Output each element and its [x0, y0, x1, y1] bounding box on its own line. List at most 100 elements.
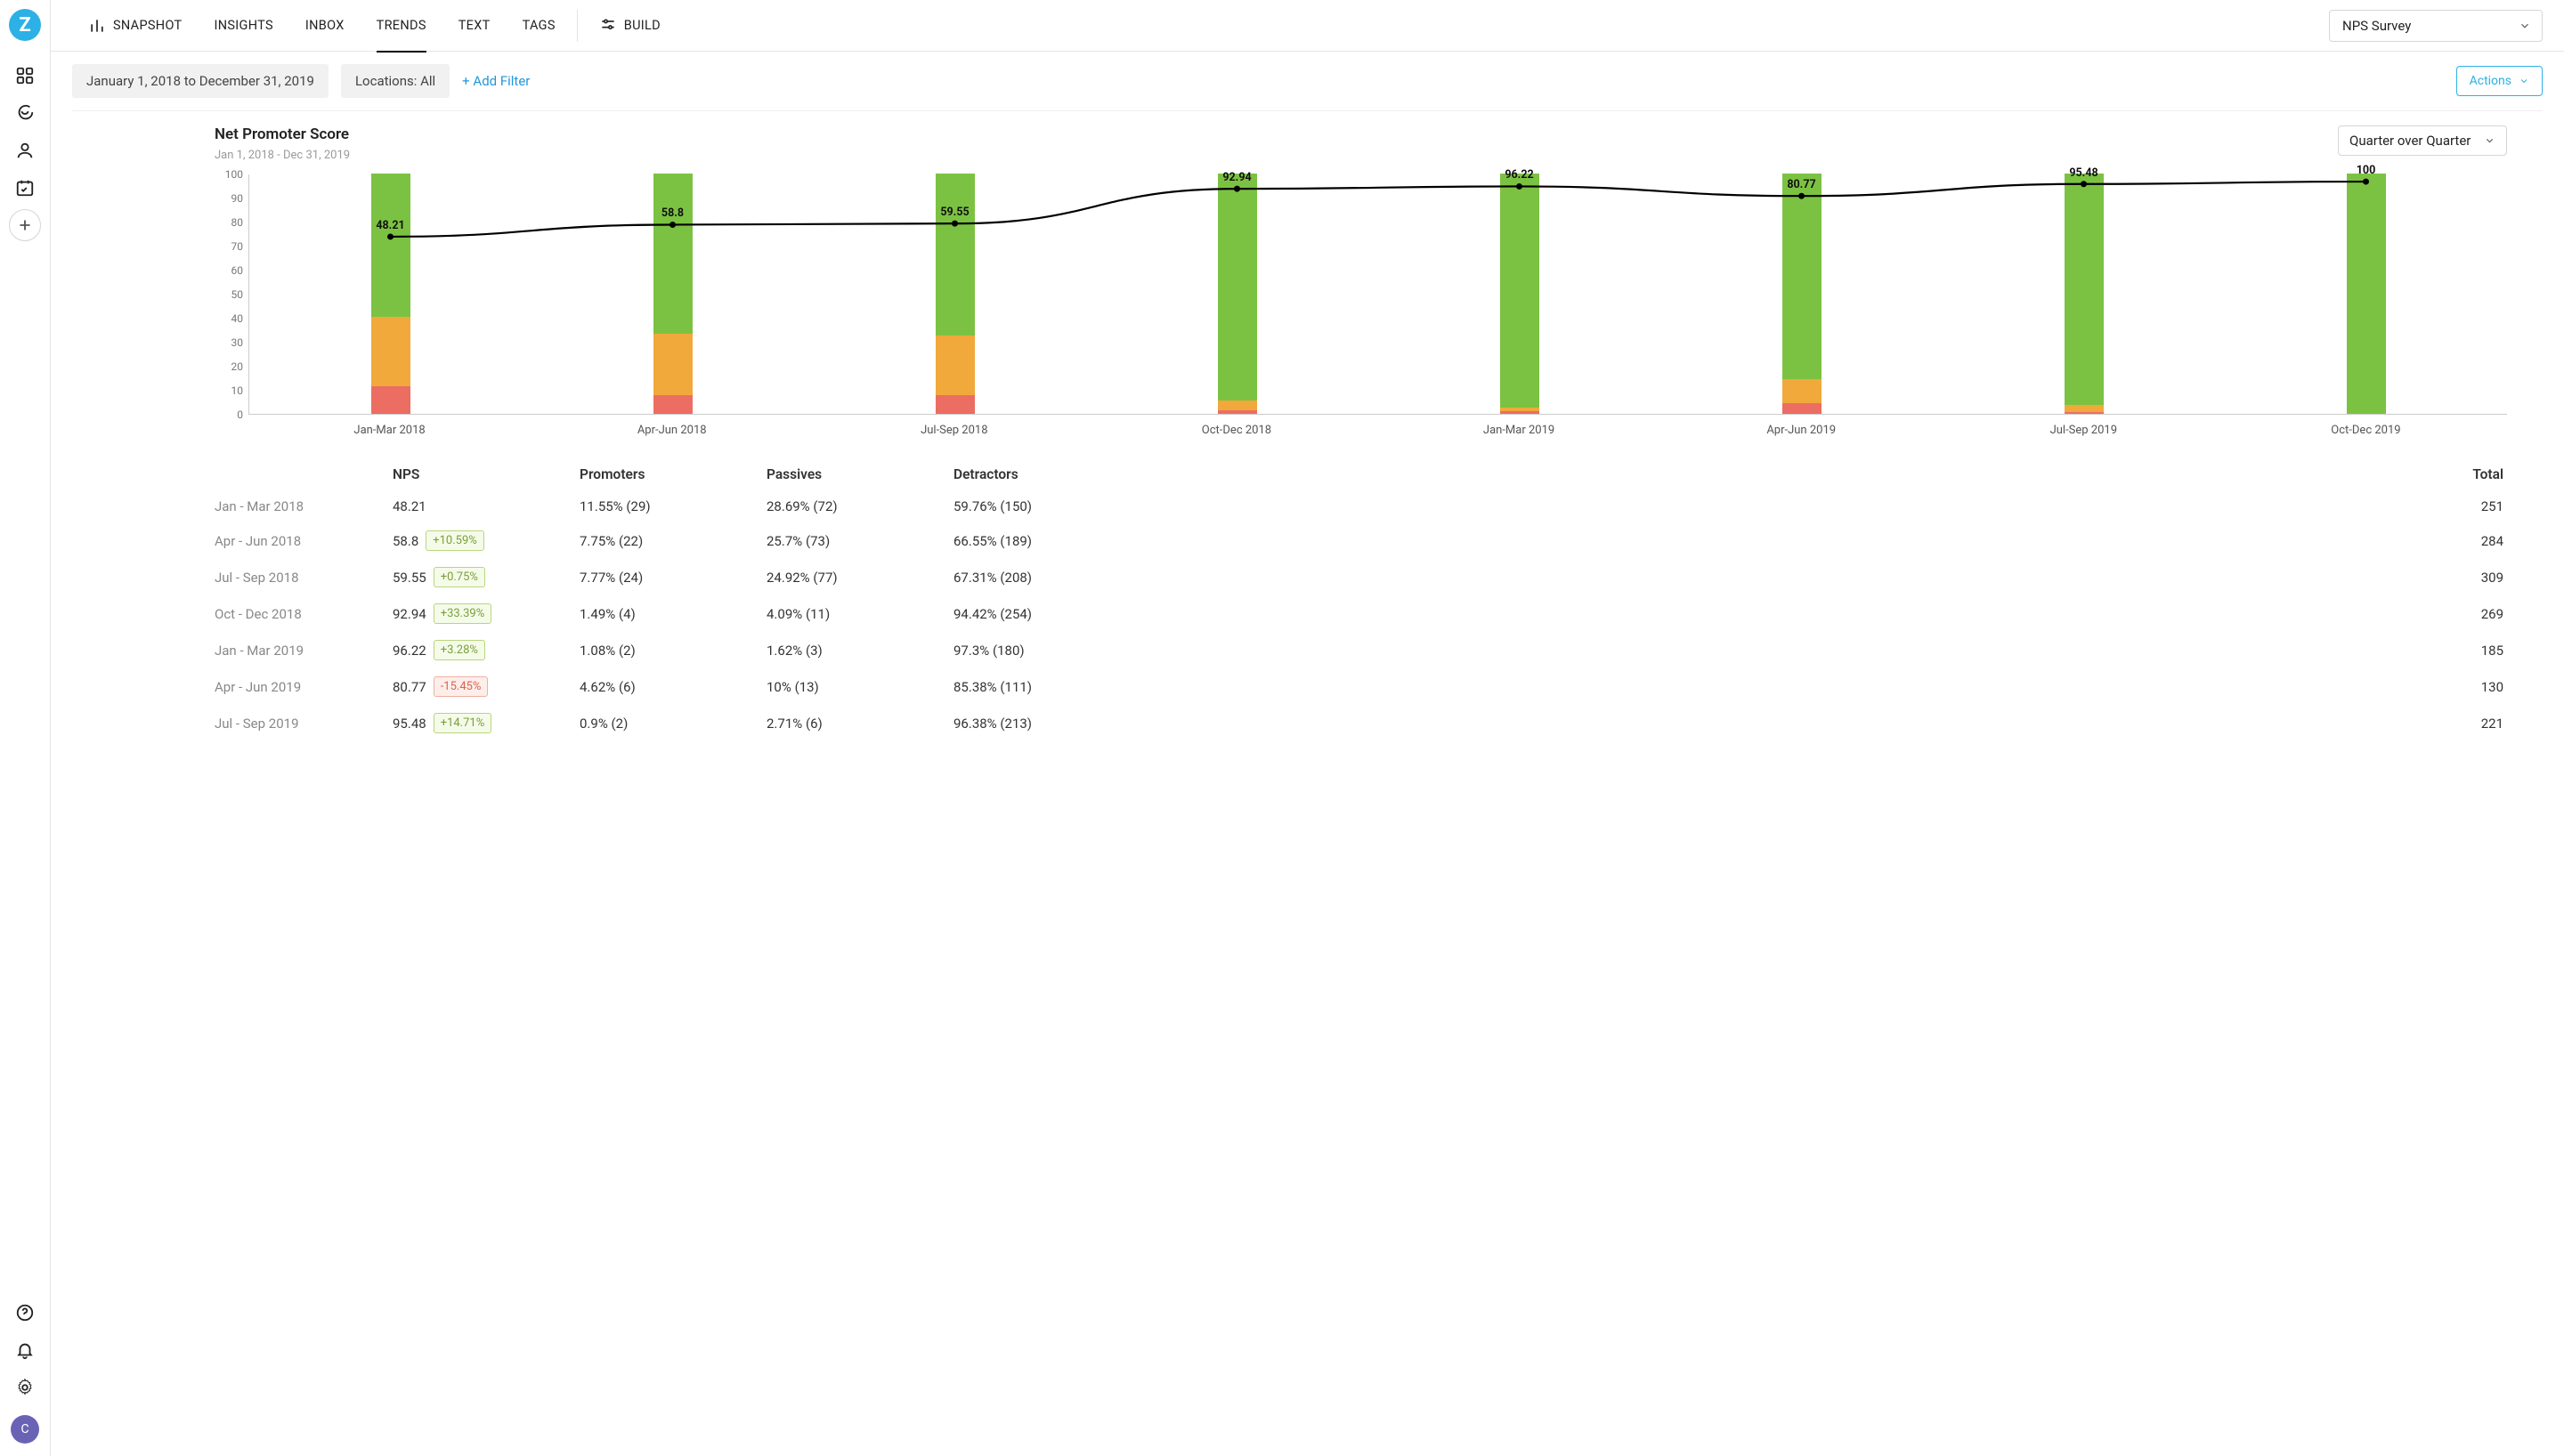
chart-bar[interactable] — [1943, 174, 2225, 414]
y-tick: 90 — [231, 192, 244, 205]
nav-add-button[interactable] — [9, 209, 41, 241]
actions-button[interactable]: Actions — [2456, 66, 2543, 96]
cell-promoters: 7.77% (24) — [580, 570, 767, 586]
col-passives: Passives — [767, 466, 953, 482]
y-tick: 10 — [231, 384, 244, 397]
table-row: Jan - Mar 201848.2111.55% (29)28.69% (72… — [215, 490, 2507, 522]
y-tick: 20 — [231, 360, 244, 373]
nav-apps-icon[interactable] — [9, 60, 41, 92]
table-row: Jul - Sep 201995.48+14.71%0.9% (2)2.71% … — [215, 705, 2507, 741]
chart-bar[interactable] — [1096, 174, 1378, 414]
tab-text[interactable]: TEXT — [442, 0, 507, 52]
tab-label: TRENDS — [377, 18, 426, 33]
filter-bar: January 1, 2018 to December 31, 2019 Loc… — [51, 52, 2564, 110]
cell-detractors: 85.38% (111) — [953, 679, 1140, 695]
cell-total: 221 — [1140, 716, 2507, 732]
bar-segment-passives — [2065, 405, 2104, 411]
tab-label: TAGS — [523, 18, 556, 33]
user-avatar[interactable]: C — [11, 1415, 39, 1444]
cell-passives: 2.71% (6) — [767, 716, 953, 732]
y-tick: 100 — [225, 168, 243, 181]
bar-segment-promoters — [1218, 174, 1257, 400]
col-promoters: Promoters — [580, 466, 767, 482]
select-label: Quarter over Quarter — [2349, 133, 2471, 149]
location-filter-chip[interactable]: Locations: All — [341, 64, 450, 98]
chart-bar[interactable] — [2225, 174, 2507, 414]
help-icon[interactable] — [9, 1297, 41, 1329]
table-row: Apr - Jun 201980.77-15.45%4.62% (6)10% (… — [215, 668, 2507, 705]
cell-passives: 28.69% (72) — [767, 498, 953, 514]
nps-delta-badge: +14.71% — [434, 713, 492, 733]
bar-segment-passives — [936, 336, 975, 395]
bar-segment-passives — [1218, 400, 1257, 410]
tab-inbox[interactable]: INBOX — [289, 0, 361, 52]
x-tick: Oct-Dec 2018 — [1095, 415, 1377, 437]
nav-calendar-icon[interactable] — [9, 172, 41, 204]
bar-segment-promoters — [1782, 174, 1822, 379]
bar-segment-promoters — [371, 174, 410, 317]
x-tick: Jul-Sep 2019 — [1943, 415, 2225, 437]
cell-passives: 10% (13) — [767, 679, 953, 695]
grouping-select[interactable]: Quarter over Quarter — [2338, 125, 2507, 156]
cell-promoters: 0.9% (2) — [580, 716, 767, 732]
nps-delta-badge: +3.28% — [434, 640, 485, 660]
chart-icon — [88, 17, 106, 35]
cell-passives: 24.92% (77) — [767, 570, 953, 586]
cell-nps: 59.55+0.75% — [393, 567, 580, 587]
survey-select[interactable]: NPS Survey — [2329, 10, 2543, 42]
bar-segment-passives — [371, 317, 410, 385]
tab-snapshot[interactable]: SNAPSHOT — [72, 0, 198, 52]
y-tick: 70 — [231, 240, 244, 253]
content: Net Promoter Score Jan 1, 2018 - Dec 31,… — [51, 111, 2564, 777]
cell-detractors: 94.42% (254) — [953, 606, 1140, 622]
cell-total: 130 — [1140, 679, 2507, 695]
chart-point-label: 95.48 — [2069, 166, 2097, 180]
nps-chart: 1009080706050403020100 48.2158.859.5592.… — [215, 174, 2507, 415]
x-tick: Apr-Jun 2019 — [1660, 415, 1943, 437]
chart-plot: 48.2158.859.5592.9496.2280.7795.48100 — [248, 174, 2507, 415]
tab-tags[interactable]: TAGS — [507, 0, 572, 52]
table-row: Apr - Jun 201858.8+10.59%7.75% (22)25.7%… — [215, 522, 2507, 559]
row-label: Apr - Jun 2019 — [215, 679, 393, 695]
cell-total: 309 — [1140, 570, 2507, 586]
cell-detractors: 66.55% (189) — [953, 533, 1140, 549]
y-tick: 40 — [231, 312, 244, 325]
y-tick: 30 — [231, 336, 244, 349]
left-rail: Z C — [0, 0, 51, 1456]
chart-bar[interactable] — [1378, 174, 1660, 414]
date-filter-chip[interactable]: January 1, 2018 to December 31, 2019 — [72, 64, 329, 98]
gear-icon[interactable] — [9, 1371, 41, 1403]
bell-icon[interactable] — [9, 1334, 41, 1366]
chart-bar[interactable] — [249, 174, 531, 414]
nps-delta-badge: +10.59% — [426, 530, 484, 551]
col-nps: NPS — [393, 466, 580, 482]
cell-promoters: 4.62% (6) — [580, 679, 767, 695]
chart-point-label: 58.8 — [661, 206, 684, 220]
cell-detractors: 67.31% (208) — [953, 570, 1140, 586]
nps-card: Net Promoter Score Jan 1, 2018 - Dec 31,… — [72, 125, 2543, 741]
brand-logo[interactable]: Z — [9, 9, 41, 41]
bar-segment-detractors — [1218, 410, 1257, 414]
tab-trends[interactable]: TRENDS — [361, 0, 442, 52]
row-label: Apr - Jun 2018 — [215, 533, 393, 549]
row-label: Jan - Mar 2019 — [215, 643, 393, 659]
tab-build[interactable]: BUILD — [583, 0, 677, 52]
bar-segment-detractors — [936, 395, 975, 414]
add-filter-button[interactable]: + Add Filter — [462, 73, 530, 89]
tab-label: TEXT — [458, 18, 491, 33]
bar-segment-detractors — [2065, 412, 2104, 414]
cell-passives: 4.09% (11) — [767, 606, 953, 622]
bar-segment-promoters — [2065, 174, 2104, 405]
nps-delta-badge: -15.45% — [434, 676, 489, 697]
cell-total: 185 — [1140, 643, 2507, 659]
nav-chat-icon[interactable] — [9, 97, 41, 129]
x-tick: Oct-Dec 2019 — [2225, 415, 2507, 437]
table-header: . NPS Promoters Passives Detractors Tota… — [215, 458, 2507, 490]
chart-point-label: 92.94 — [1222, 171, 1251, 184]
table-row: Oct - Dec 201892.94+33.39%1.49% (4)4.09%… — [215, 595, 2507, 632]
tab-insights[interactable]: INSIGHTS — [198, 0, 288, 52]
row-label: Jan - Mar 2018 — [215, 498, 393, 514]
nav-person-icon[interactable] — [9, 134, 41, 166]
nps-delta-badge: +0.75% — [434, 567, 485, 587]
chart-bar[interactable] — [1660, 174, 1943, 414]
